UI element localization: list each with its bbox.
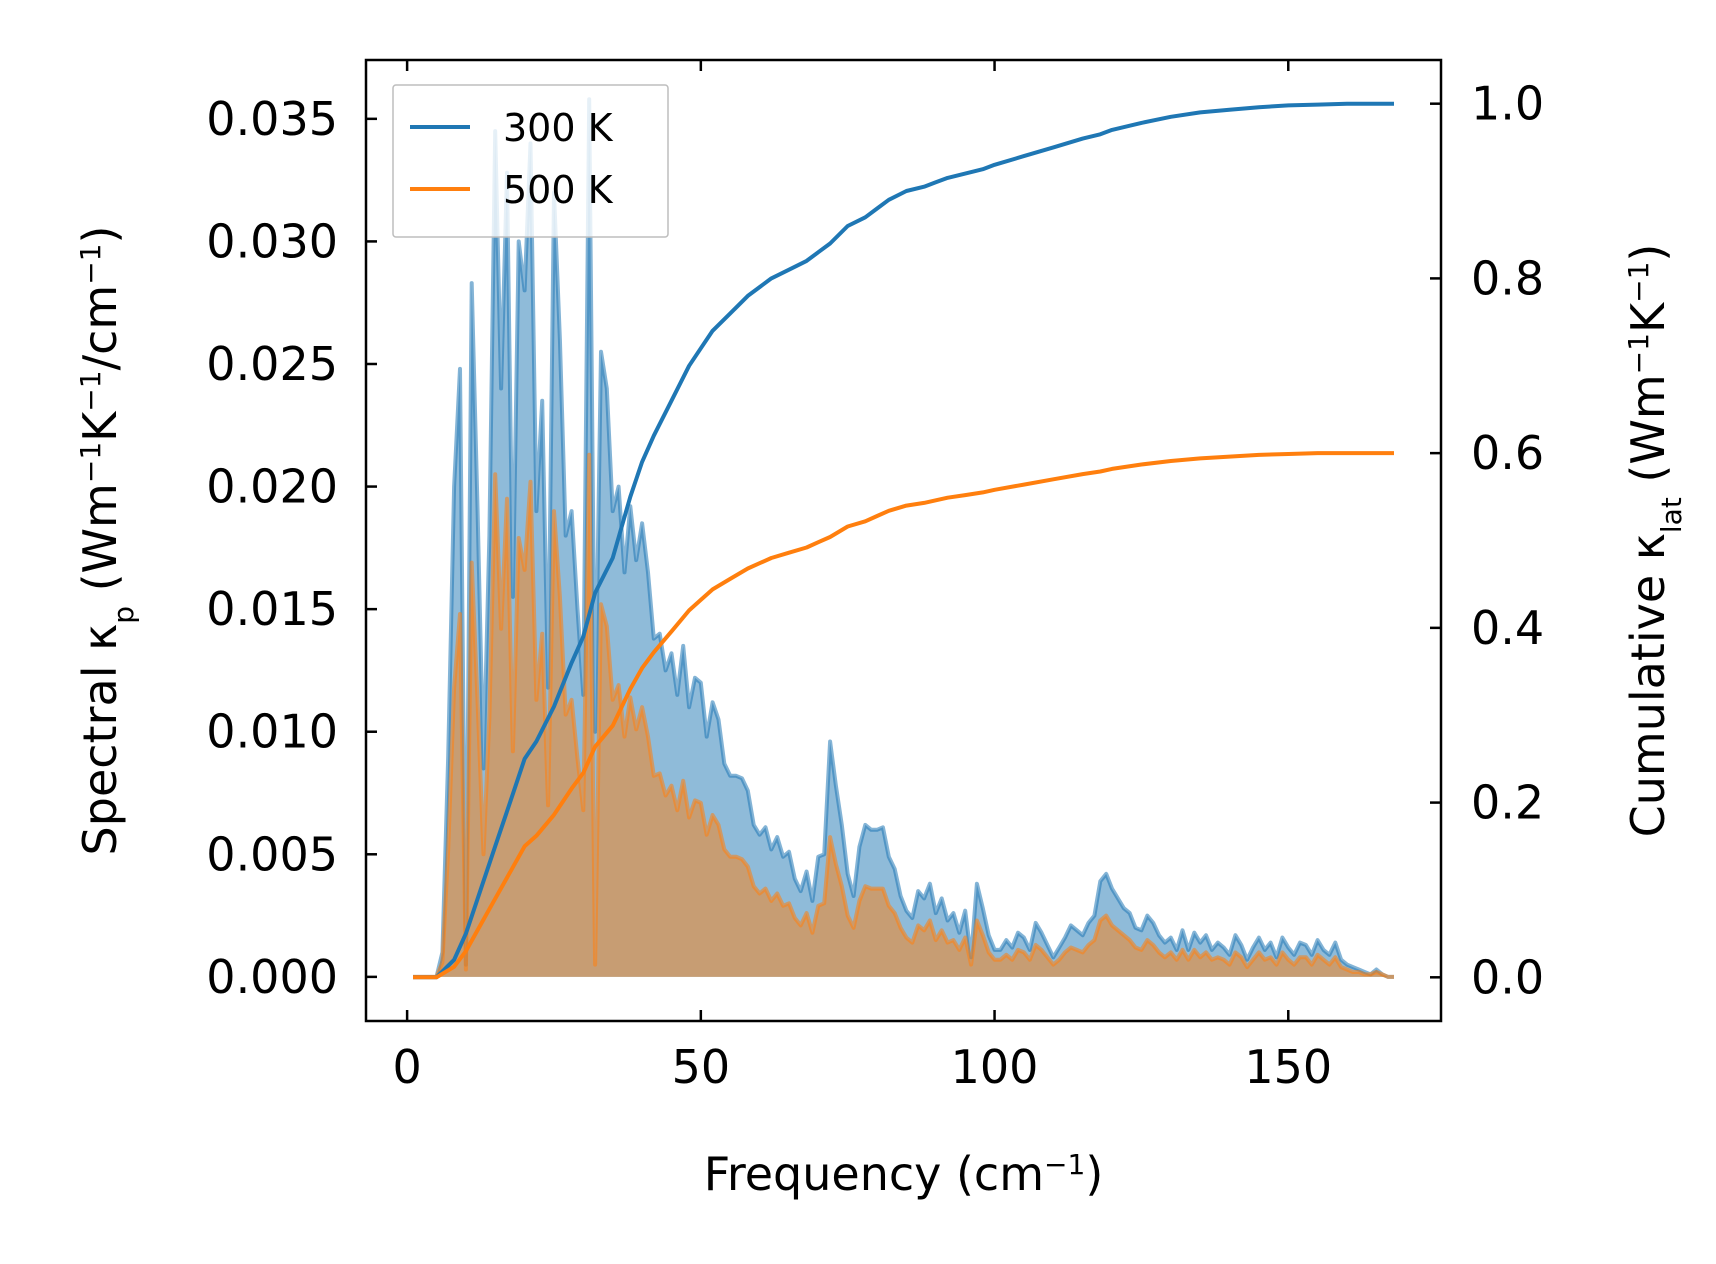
y-tick-label-right: 0.4 <box>1471 601 1544 655</box>
y-tick-label-left: 0.015 <box>206 582 338 636</box>
plot-content <box>413 97 1394 980</box>
cumulative-line-500k <box>413 451 1394 980</box>
legend-label-500k: 500 K <box>503 168 614 212</box>
cumulative-line-300k <box>413 101 1394 980</box>
legend-box <box>392 84 669 238</box>
y-tick-label-left: 0.030 <box>206 214 338 268</box>
y-tick-label-left: 0.025 <box>206 337 338 391</box>
legend-label-300k: 300 K <box>503 106 614 150</box>
y-tick-label-right: 0.6 <box>1471 426 1544 480</box>
y-tick-label-left: 0.020 <box>206 460 338 514</box>
y-tick-label-left: 0.010 <box>206 705 338 759</box>
y-tick-label-left: 0.035 <box>206 92 338 146</box>
spectral-fill-300k <box>413 99 1394 977</box>
legend: 300 K 500 K <box>392 84 669 238</box>
y-axis-label-right: Cumulative κlat (Wm−1K−1) <box>1621 244 1688 838</box>
ticks-layer: 0 50 100 150 0.000 0.005 0.010 0.015 0.020 0.025 0… <box>206 60 1544 1094</box>
x-tick-label: 150 <box>1244 1040 1332 1094</box>
x-tick-label: 100 <box>951 1040 1039 1094</box>
y-tick-label-right: 0.0 <box>1471 950 1544 1004</box>
x-tick-label: 0 <box>392 1040 421 1094</box>
y-tick-label-left: 0.005 <box>206 827 338 881</box>
axes-frame <box>364 58 1443 1023</box>
spectral-line-300k <box>413 97 1394 979</box>
y-tick-label-right: 0.8 <box>1471 251 1544 305</box>
y-axis-label-left: Spectral κp (Wm−1K−1/cm−1) <box>73 226 140 856</box>
y-tick-label-right: 0.2 <box>1471 776 1544 830</box>
y-tick-label-left: 0.000 <box>206 950 338 1004</box>
x-axis-label: Frequency (cm−1) <box>704 1147 1104 1201</box>
spectral-line-500k <box>413 452 1394 979</box>
plot-area <box>413 97 1394 980</box>
x-tick-label: 50 <box>672 1040 731 1094</box>
y-tick-label-right: 1.0 <box>1471 77 1544 131</box>
spectral-fill-500k <box>413 454 1394 977</box>
